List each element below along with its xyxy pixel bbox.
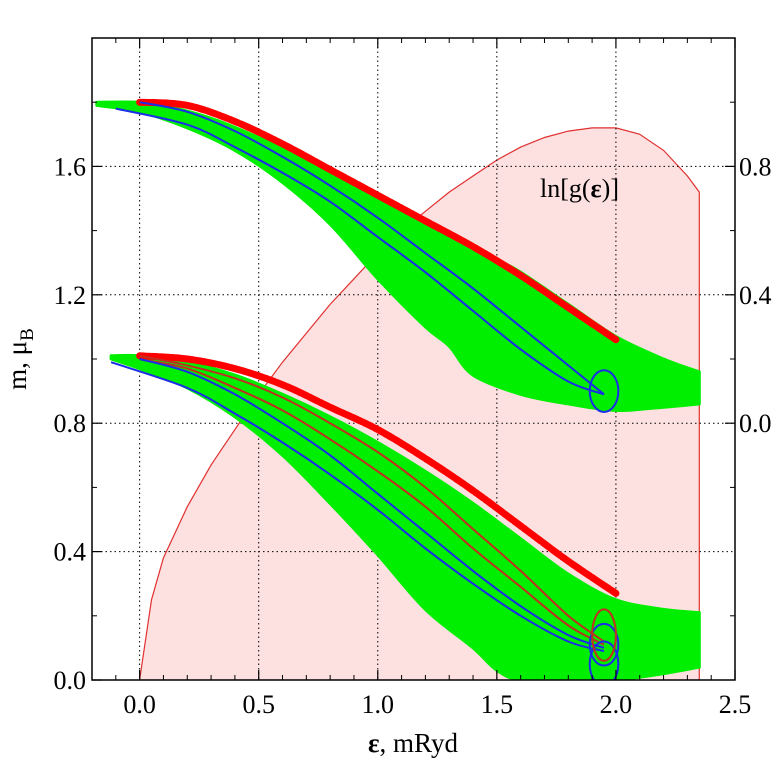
x-tick-label-1: 0.5 bbox=[242, 690, 275, 719]
lower-red-curve-1 bbox=[139, 358, 605, 646]
y-tick-label-0: 0.0 bbox=[54, 666, 87, 695]
lower-band-red-fringe bbox=[136, 352, 620, 597]
y-tick-label-4: 1.6 bbox=[54, 152, 87, 181]
lower-loop-2 bbox=[591, 608, 617, 662]
data-layer bbox=[92, 38, 735, 680]
dos-fill bbox=[139, 127, 700, 680]
y-axis-label: m, μB bbox=[2, 328, 38, 390]
lower-loop-0 bbox=[588, 622, 620, 667]
dos-annotation: ln[g(ε)] bbox=[540, 174, 619, 203]
axes-layer: 0.0 0.5 1.0 1.5 2.0 2.5 0.0 0.4 0.8 1.2 1.6 0.0 0.4 0… bbox=[54, 37, 772, 719]
y-tick-label-3: 1.2 bbox=[54, 281, 87, 310]
x-tick-label-0: 0.0 bbox=[123, 690, 156, 719]
dos-curve bbox=[139, 127, 700, 680]
upper-band-red-fringe bbox=[136, 98, 620, 344]
lower-loop-1 bbox=[588, 640, 620, 680]
y-tick-label-1: 0.4 bbox=[54, 538, 87, 567]
lower-band-green-region bbox=[109, 353, 701, 680]
y2-tick-label-0: 0.0 bbox=[739, 409, 772, 438]
lower-blue-curve-0 bbox=[139, 358, 605, 649]
y-tick-label-2: 0.8 bbox=[54, 409, 87, 438]
x-tick-label-5: 2.5 bbox=[719, 690, 752, 719]
x-axis-label: ε, mRyd bbox=[368, 728, 458, 758]
x-tick-label-3: 1.5 bbox=[481, 690, 514, 719]
upper-blue-curve-0 bbox=[139, 101, 605, 396]
lower-red-curve-0 bbox=[139, 354, 605, 643]
y2-tick-label-2: 0.8 bbox=[739, 152, 772, 181]
x-tick-label-2: 1.0 bbox=[362, 690, 395, 719]
upper-loop bbox=[588, 369, 620, 413]
upper-blue-curve-1 bbox=[115, 107, 605, 396]
y2-tick-label-1: 0.4 bbox=[739, 281, 772, 310]
lower-blue-curve-1 bbox=[110, 361, 605, 653]
x-tick-label-4: 2.0 bbox=[600, 690, 633, 719]
